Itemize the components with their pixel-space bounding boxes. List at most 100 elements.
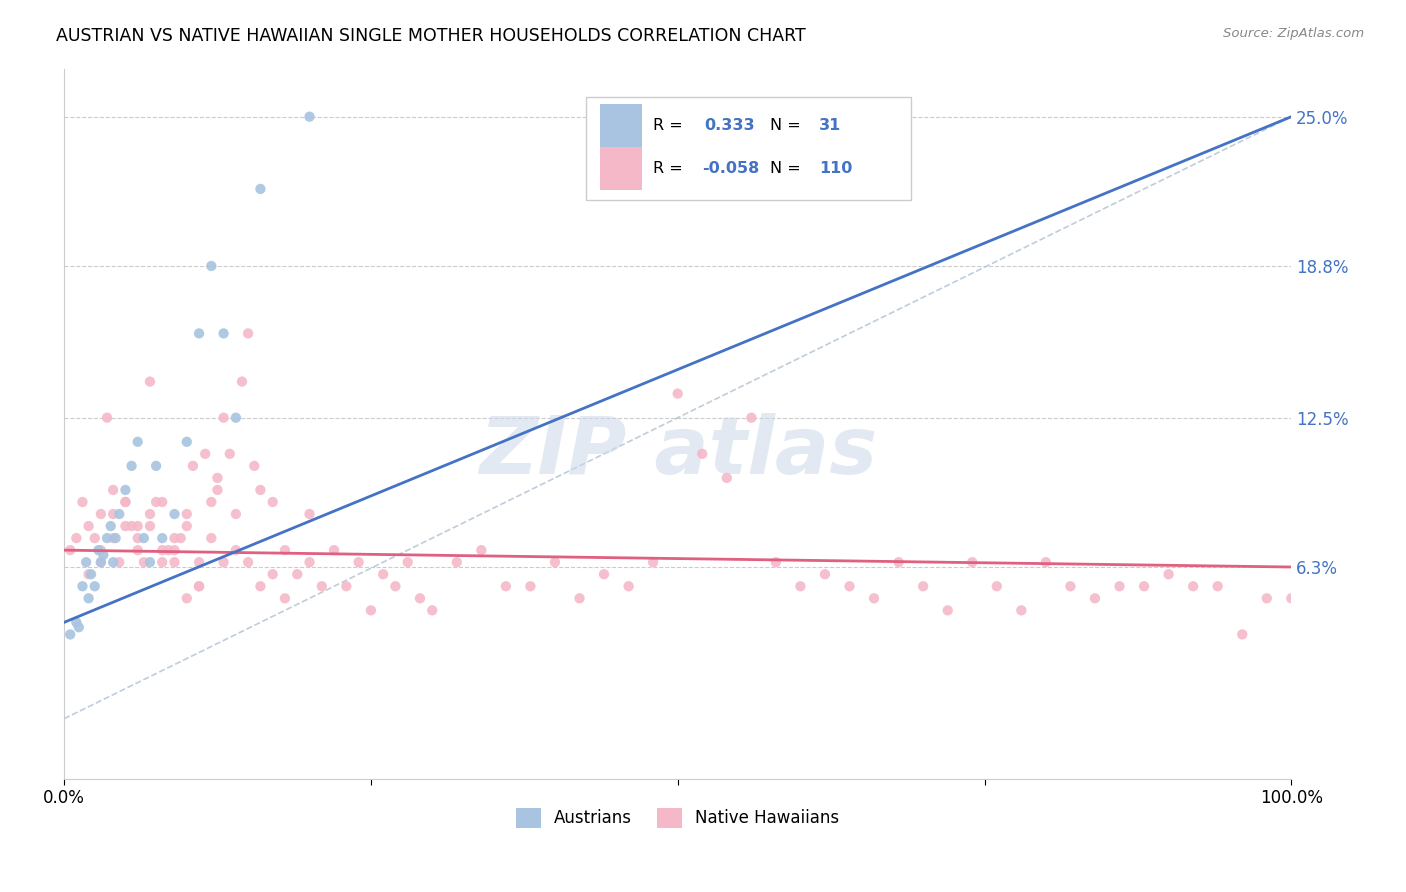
Point bbox=[114, 483, 136, 497]
Point bbox=[59, 543, 82, 558]
Point bbox=[127, 531, 149, 545]
Point bbox=[838, 579, 860, 593]
Point bbox=[298, 110, 321, 124]
Point bbox=[83, 531, 105, 545]
Point bbox=[212, 326, 235, 341]
Point bbox=[132, 555, 155, 569]
Point bbox=[323, 543, 346, 558]
Point bbox=[176, 507, 198, 521]
Point bbox=[274, 543, 297, 558]
Point bbox=[470, 543, 492, 558]
Point bbox=[262, 567, 284, 582]
Point bbox=[1133, 579, 1156, 593]
Point bbox=[420, 603, 443, 617]
Point bbox=[617, 579, 640, 593]
Point bbox=[139, 519, 162, 533]
Point bbox=[72, 579, 94, 593]
Point bbox=[139, 555, 162, 569]
Point bbox=[114, 495, 136, 509]
Point bbox=[200, 531, 222, 545]
Point bbox=[104, 531, 127, 545]
Point bbox=[1010, 603, 1032, 617]
Point bbox=[212, 555, 235, 569]
Point bbox=[188, 579, 211, 593]
Point bbox=[163, 531, 186, 545]
Point bbox=[121, 458, 143, 473]
Point bbox=[218, 447, 240, 461]
Point bbox=[176, 591, 198, 606]
Point bbox=[863, 591, 886, 606]
Point bbox=[114, 495, 136, 509]
Point bbox=[188, 579, 211, 593]
Point bbox=[169, 531, 191, 545]
Point bbox=[912, 579, 935, 593]
Point bbox=[150, 531, 173, 545]
Text: 31: 31 bbox=[818, 118, 841, 133]
Point bbox=[59, 627, 82, 641]
Point bbox=[75, 555, 97, 569]
Point bbox=[740, 410, 762, 425]
Point bbox=[150, 543, 173, 558]
Point bbox=[145, 495, 167, 509]
Point bbox=[225, 410, 247, 425]
Point bbox=[65, 531, 87, 545]
Point bbox=[243, 458, 266, 473]
Point bbox=[1256, 591, 1278, 606]
Point bbox=[132, 531, 155, 545]
FancyBboxPatch shape bbox=[600, 103, 643, 147]
Point bbox=[127, 543, 149, 558]
Point bbox=[150, 555, 173, 569]
Point bbox=[207, 483, 229, 497]
Point bbox=[114, 519, 136, 533]
Point bbox=[67, 620, 90, 634]
Point bbox=[1084, 591, 1107, 606]
Point bbox=[716, 471, 738, 485]
Point bbox=[335, 579, 357, 593]
Point bbox=[814, 567, 837, 582]
Point bbox=[200, 495, 222, 509]
Point bbox=[150, 495, 173, 509]
Text: N =: N = bbox=[769, 118, 800, 133]
Point bbox=[77, 567, 100, 582]
FancyBboxPatch shape bbox=[600, 146, 643, 190]
Point bbox=[1206, 579, 1229, 593]
Point bbox=[986, 579, 1008, 593]
Point bbox=[96, 531, 118, 545]
Point bbox=[311, 579, 333, 593]
Point bbox=[100, 519, 122, 533]
Point bbox=[139, 375, 162, 389]
Point bbox=[360, 603, 382, 617]
Point bbox=[1157, 567, 1180, 582]
Point bbox=[396, 555, 419, 569]
Point bbox=[176, 434, 198, 449]
Point bbox=[236, 555, 259, 569]
Point bbox=[91, 548, 114, 562]
Point bbox=[225, 507, 247, 521]
Point bbox=[163, 507, 186, 521]
Point bbox=[1279, 591, 1302, 606]
Point bbox=[145, 458, 167, 473]
Point bbox=[1059, 579, 1081, 593]
Point bbox=[72, 495, 94, 509]
Point bbox=[188, 326, 211, 341]
Point bbox=[80, 567, 103, 582]
Point bbox=[176, 519, 198, 533]
Point bbox=[593, 567, 616, 582]
Point bbox=[200, 259, 222, 273]
Point bbox=[666, 386, 689, 401]
Point bbox=[212, 410, 235, 425]
Point bbox=[298, 507, 321, 521]
Point bbox=[409, 591, 432, 606]
Point bbox=[101, 531, 124, 545]
Point bbox=[90, 555, 112, 569]
Point bbox=[121, 519, 143, 533]
Point bbox=[139, 507, 162, 521]
Point bbox=[127, 519, 149, 533]
Point bbox=[544, 555, 567, 569]
Point bbox=[643, 555, 665, 569]
Point bbox=[87, 543, 110, 558]
Point bbox=[188, 555, 211, 569]
Point bbox=[285, 567, 308, 582]
Text: -0.058: -0.058 bbox=[702, 161, 759, 177]
Point bbox=[236, 326, 259, 341]
